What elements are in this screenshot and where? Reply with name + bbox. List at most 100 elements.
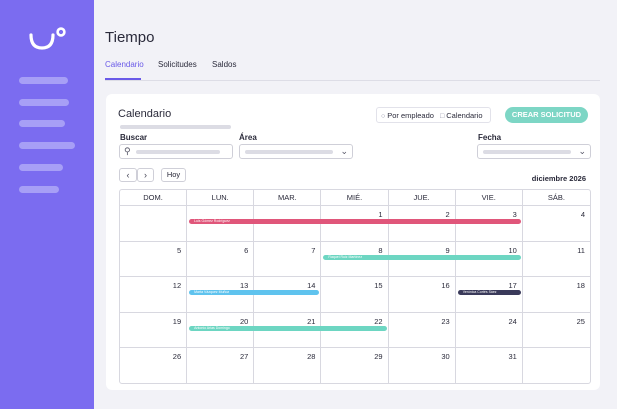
- day-number: 24: [508, 316, 517, 326]
- date-placeholder-bar: [483, 150, 571, 154]
- calendar-day-cell[interactable]: [120, 206, 188, 242]
- calendar-day-cell[interactable]: 16: [388, 277, 456, 313]
- calendar-day-cell[interactable]: 29: [321, 348, 389, 384]
- calendar-day-cell[interactable]: 15: [321, 277, 389, 313]
- day-header: MAR.: [254, 190, 322, 206]
- day-number: 2: [445, 210, 450, 219]
- day-number: 14: [307, 281, 316, 291]
- toggle-by-employee[interactable]: ○ Por empleado: [381, 111, 434, 120]
- time-off-event[interactable]: Marta Vázquez Muñoz: [189, 290, 320, 296]
- date-select[interactable]: ⌄: [477, 144, 591, 159]
- day-number: 8: [378, 245, 383, 255]
- day-header: MIÉ.: [321, 190, 389, 206]
- day-number: 6: [244, 245, 249, 255]
- area-label: Área: [239, 133, 257, 142]
- day-number: 18: [576, 281, 585, 291]
- calendar-day-cell[interactable]: 4: [522, 206, 590, 242]
- calendar-day-cell[interactable]: 25: [522, 313, 590, 349]
- time-off-event[interactable]: Antonio Arias Domingo: [189, 325, 387, 331]
- calendar-icon: □: [440, 113, 445, 120]
- calendar-day-cell[interactable]: 11: [522, 242, 590, 278]
- day-number: 28: [307, 352, 316, 362]
- sidebar-item-4[interactable]: [19, 142, 75, 149]
- calendar-card: Calendario ○ Por empleado □ Calendario CRE…: [106, 94, 600, 390]
- day-number: 25: [576, 316, 585, 326]
- calendar-grid: DOM. LUN. MAR. MIÉ. JUE. VIE. SÁB. 1 2 3 4 5 6 7 8 9 10 1…: [119, 189, 591, 384]
- calendar-day-cell[interactable]: 7: [254, 241, 322, 278]
- calendar-day-cell[interactable]: 19: [120, 312, 188, 349]
- day-number: 17: [508, 281, 517, 291]
- sidebar: [0, 0, 94, 409]
- day-number: 30: [441, 352, 450, 362]
- search-label: Buscar: [120, 133, 148, 142]
- calendar-day-cell[interactable]: 23: [388, 312, 456, 349]
- calendar-day-cell[interactable]: 18: [522, 277, 590, 313]
- calendar-day-cell[interactable]: 12: [120, 277, 188, 313]
- day-number: 16: [441, 281, 450, 291]
- title-placeholder-bar: [120, 125, 231, 129]
- toggle-label: Por empleado: [387, 111, 434, 120]
- tab-saldos[interactable]: Saldos: [212, 60, 236, 80]
- day-number: 13: [239, 281, 249, 291]
- calendar-day-cell[interactable]: 14: [254, 277, 322, 313]
- sidebar-item-2[interactable]: [19, 99, 69, 106]
- tab-calendario[interactable]: Calendario: [105, 60, 144, 80]
- sidebar-item-5[interactable]: [19, 164, 63, 171]
- active-tab-indicator: [105, 78, 141, 80]
- today-button[interactable]: Hoy: [161, 168, 186, 182]
- day-number: 22: [374, 316, 383, 326]
- calendar-day-cell[interactable]: 17: [455, 277, 523, 313]
- day-number: 5: [176, 245, 182, 255]
- search-input[interactable]: ⚲: [119, 144, 233, 159]
- calendar-day-cell[interactable]: 28: [254, 348, 322, 384]
- calendar-day-cell[interactable]: 6: [187, 241, 255, 278]
- day-header: DOM.: [120, 190, 188, 206]
- day-number: 10: [508, 245, 517, 255]
- sidebar-item-3[interactable]: [19, 120, 65, 127]
- next-month-button[interactable]: ›: [137, 168, 154, 182]
- create-request-button[interactable]: CREAR SOLICITUD: [505, 107, 588, 123]
- day-number: 19: [172, 316, 182, 326]
- calendar-day-cell[interactable]: 30: [389, 348, 456, 384]
- calendar-day-cell[interactable]: [523, 348, 590, 384]
- day-number: 4: [580, 210, 585, 219]
- search-icon: ⚲: [124, 146, 131, 156]
- calendar-day-cell[interactable]: 22: [321, 312, 389, 349]
- toggle-calendar[interactable]: □ Calendario: [440, 111, 483, 120]
- day-number: 9: [445, 245, 450, 255]
- tab-label: Saldos: [212, 60, 237, 69]
- tab-bar: Calendario Solicitudes Saldos: [105, 60, 600, 81]
- day-number: 31: [508, 352, 517, 362]
- day-number: 29: [374, 352, 383, 362]
- area-select[interactable]: ⌄: [239, 144, 353, 159]
- calendar-day-cell[interactable]: 10: [455, 241, 523, 278]
- calendar-day-cell[interactable]: 31: [456, 348, 523, 384]
- day-number: 27: [239, 352, 249, 362]
- chevron-down-icon: ⌄: [578, 146, 586, 156]
- prev-month-button[interactable]: ‹: [119, 168, 137, 182]
- day-number: 20: [239, 316, 249, 326]
- tab-label: Solicitudes: [158, 60, 197, 69]
- day-header: JUE.: [388, 190, 456, 206]
- view-toggle: ○ Por empleado □ Calendario: [376, 107, 491, 123]
- calendar-day-cell[interactable]: 3: [455, 206, 523, 242]
- day-number: 1: [378, 210, 383, 219]
- toggle-label: Calendario: [446, 111, 483, 120]
- tab-solicitudes[interactable]: Solicitudes: [158, 60, 197, 80]
- brand-logo-icon: [29, 27, 66, 50]
- calendar-day-cell[interactable]: 5: [120, 241, 188, 278]
- tab-label: Calendario: [105, 60, 144, 69]
- calendar-day-cell[interactable]: 27: [187, 348, 255, 384]
- day-number: 26: [172, 352, 182, 362]
- time-off-event[interactable]: Luis Gómez Rodríguez: [189, 219, 521, 224]
- time-off-event[interactable]: Verónica Cortés Sáez: [457, 290, 521, 296]
- day-number: 15: [374, 281, 383, 291]
- calendar-day-cell[interactable]: 26: [120, 348, 188, 384]
- sidebar-item-1[interactable]: [19, 77, 68, 84]
- card-title: Calendario: [118, 108, 172, 120]
- time-off-event[interactable]: Raquel Ruiz Martínez: [323, 254, 521, 260]
- day-number: 3: [512, 210, 517, 219]
- sidebar-item-6[interactable]: [19, 186, 59, 193]
- calendar-day-cell[interactable]: 24: [455, 312, 523, 349]
- day-number: 11: [577, 245, 585, 255]
